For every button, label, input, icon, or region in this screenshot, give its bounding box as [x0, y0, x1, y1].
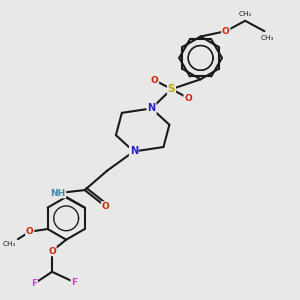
Text: NH: NH [50, 189, 66, 198]
Text: CH₃: CH₃ [261, 35, 274, 41]
Text: O: O [26, 227, 34, 236]
Text: N: N [148, 103, 156, 113]
Text: N: N [130, 146, 138, 157]
Text: CH₃: CH₃ [2, 241, 16, 247]
Text: F: F [71, 278, 77, 287]
Text: O: O [48, 247, 56, 256]
Text: CH₂: CH₂ [238, 11, 252, 17]
Text: S: S [168, 84, 175, 94]
Text: O: O [151, 76, 158, 85]
Text: O: O [102, 202, 110, 211]
Text: O: O [184, 94, 192, 103]
Text: F: F [31, 279, 37, 288]
Text: O: O [222, 27, 230, 36]
Text: N: N [148, 103, 156, 113]
